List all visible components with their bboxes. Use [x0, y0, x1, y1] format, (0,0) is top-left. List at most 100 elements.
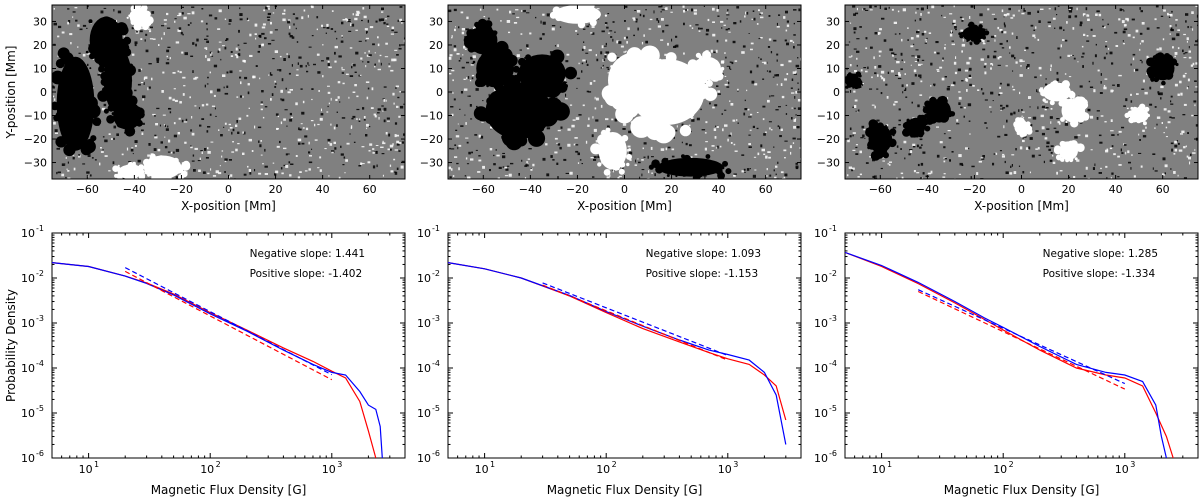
flux-speckle	[361, 146, 365, 148]
positive-flux-fragment	[605, 127, 611, 133]
flux-speckle	[869, 156, 872, 158]
flux-speckle	[1002, 153, 1005, 156]
flux-speckle	[990, 67, 992, 70]
y-tick-label: 10	[417, 452, 431, 465]
flux-speckle	[581, 163, 583, 165]
flux-speckle	[68, 20, 71, 23]
flux-speckle	[82, 24, 87, 27]
negative-flux-fragment	[91, 108, 95, 112]
flux-speckle	[1106, 148, 1109, 152]
flux-speckle	[981, 157, 985, 160]
flux-speckle	[780, 83, 783, 86]
flux-speckle	[138, 69, 141, 72]
flux-speckle	[1117, 176, 1120, 178]
flux-speckle	[596, 8, 600, 10]
flux-speckle	[465, 122, 467, 125]
flux-speckle	[1170, 29, 1174, 31]
flux-speckle	[280, 167, 283, 170]
flux-speckle	[258, 45, 261, 48]
flux-speckle	[1171, 148, 1173, 152]
flux-speckle	[943, 146, 946, 149]
flux-speckle	[627, 145, 631, 148]
flux-speckle	[164, 136, 166, 138]
flux-speckle	[614, 118, 618, 122]
flux-speckle	[1095, 13, 1098, 16]
flux-speckle	[1176, 140, 1178, 142]
y-tick-label: 0	[40, 86, 47, 99]
flux-speckle	[184, 141, 187, 144]
flux-speckle	[913, 145, 916, 148]
flux-speckle	[886, 124, 889, 127]
flux-speckle	[261, 32, 265, 35]
flux-speckle	[329, 143, 333, 146]
flux-speckle	[345, 18, 348, 21]
flux-speckle	[758, 56, 760, 59]
flux-speckle	[149, 38, 154, 40]
flux-speckle	[1127, 18, 1129, 22]
flux-speckle	[768, 70, 772, 73]
flux-speckle	[877, 74, 879, 77]
flux-speckle	[56, 171, 58, 175]
flux-speckle	[216, 88, 221, 92]
x-tick-exponent: 2	[1009, 460, 1014, 469]
flux-speckle	[247, 165, 249, 168]
flux-speckle	[712, 106, 715, 109]
flux-speckle	[301, 16, 304, 20]
flux-speckle	[1012, 70, 1014, 72]
flux-speckle	[1041, 132, 1045, 136]
negative-flux-fragment	[874, 148, 885, 159]
positive-flux-fragment	[130, 175, 137, 179]
flux-speckle	[872, 175, 876, 178]
flux-speckle	[1043, 160, 1045, 164]
flux-speckle	[260, 103, 264, 106]
flux-speckle	[784, 140, 788, 142]
flux-speckle	[469, 79, 472, 82]
flux-speckle	[1135, 68, 1139, 72]
flux-speckle	[295, 17, 299, 20]
flux-speckle	[724, 83, 728, 86]
flux-speckle	[595, 140, 599, 143]
flux-speckle	[1168, 14, 1172, 16]
flux-speckle	[128, 161, 132, 163]
flux-speckle	[797, 88, 800, 91]
flux-speckle	[775, 109, 779, 111]
flux-speckle	[629, 159, 632, 161]
flux-speckle	[961, 43, 966, 47]
flux-speckle	[258, 34, 262, 37]
flux-speckle	[285, 87, 287, 90]
flux-speckle	[211, 105, 216, 107]
flux-speckle	[1011, 32, 1014, 35]
flux-speckle	[1190, 26, 1192, 28]
flux-speckle	[254, 125, 256, 129]
flux-speckle	[246, 114, 249, 117]
flux-speckle	[783, 176, 786, 179]
flux-speckle	[673, 45, 677, 48]
negative-flux-fragment	[985, 30, 990, 35]
flux-speckle	[198, 169, 201, 172]
flux-speckle	[452, 79, 454, 82]
flux-speckle	[164, 124, 166, 127]
positive-flux-fragment	[1051, 101, 1054, 104]
flux-speckle	[58, 25, 62, 29]
flux-speckle	[337, 96, 340, 99]
flux-speckle	[878, 50, 882, 53]
flux-speckle	[1123, 105, 1126, 107]
negative-flux-fragment	[959, 34, 964, 39]
flux-speckle	[958, 154, 962, 158]
flux-speckle	[147, 87, 149, 91]
flux-speckle	[456, 162, 459, 165]
flux-speckle	[662, 30, 665, 33]
flux-speckle	[247, 19, 250, 22]
flux-speckle	[177, 132, 180, 135]
negative-flux-fragment	[483, 54, 487, 58]
negative-dashed-line	[542, 284, 729, 361]
flux-speckle	[605, 51, 609, 54]
flux-speckle	[361, 163, 365, 165]
flux-speckle	[1081, 56, 1084, 58]
flux-speckle	[381, 7, 384, 10]
flux-speckle	[1157, 91, 1160, 94]
flux-speckle	[1010, 165, 1012, 168]
flux-speckle	[793, 45, 795, 49]
flux-speckle	[1019, 146, 1023, 150]
flux-speckle	[143, 82, 145, 85]
